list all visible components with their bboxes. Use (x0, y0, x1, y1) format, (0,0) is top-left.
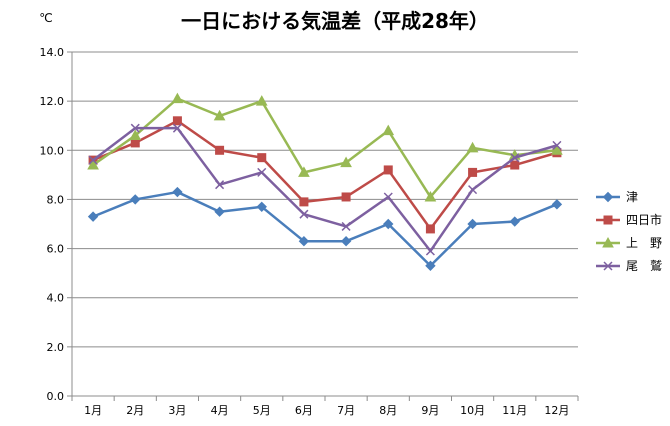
data-point-marker (382, 124, 395, 136)
data-point-marker (299, 209, 309, 219)
data-point-marker (603, 261, 613, 271)
data-point-marker (88, 155, 98, 165)
data-point-marker (341, 221, 351, 231)
data-point-marker (602, 191, 614, 203)
data-point-marker (510, 153, 520, 163)
data-point-marker (602, 236, 614, 248)
data-point-marker (340, 156, 352, 168)
legend-item: 四日市 (596, 212, 662, 227)
data-point-marker (383, 192, 393, 202)
x-tick-labels: 1月 2月 3月 4月 5月 6月 7月 8月 9月 10月 11月 12月 (84, 404, 569, 417)
x-tick-label: 7月 (337, 404, 355, 417)
legend-item: 尾 鷲 (596, 259, 662, 273)
series-3 (87, 92, 563, 202)
y-tick-label: 6.0 (47, 243, 65, 256)
data-point-marker (425, 224, 435, 234)
x-tick-label: 12月 (544, 404, 569, 417)
data-point-marker (467, 218, 478, 230)
series-group (87, 92, 563, 271)
y-tick-label: 12.0 (40, 95, 65, 108)
data-point-marker (129, 129, 142, 141)
data-point-marker (340, 235, 352, 247)
data-point-marker (551, 144, 563, 155)
data-point-marker (425, 260, 436, 271)
data-point-marker (214, 206, 225, 217)
data-point-marker (172, 116, 182, 126)
x-tick-label: 8月 (379, 404, 397, 417)
data-point-marker (215, 180, 225, 190)
x-tick-label: 3月 (168, 404, 186, 417)
y-axis-unit: ℃ (39, 11, 52, 25)
data-point-marker (510, 160, 520, 170)
legend-label: 尾 鷲 (626, 259, 662, 273)
data-point-marker (172, 123, 182, 133)
y-tick-label: 10.0 (40, 144, 65, 157)
legend-label: 上 野 (626, 236, 662, 250)
legend-label: 津 (626, 190, 638, 204)
y-tick-label: 14.0 (40, 46, 65, 59)
data-point-marker (255, 95, 268, 106)
y-tick-label: 4.0 (47, 292, 65, 305)
data-point-marker (466, 141, 479, 153)
x-tick-label: 10月 (460, 404, 485, 417)
series-line (92, 126, 558, 253)
data-point-marker (298, 235, 310, 247)
data-point-marker (130, 194, 141, 205)
data-point-marker (213, 109, 226, 121)
data-point-marker (299, 197, 309, 207)
data-point-marker (509, 216, 520, 227)
x-tick-label: 1月 (84, 404, 102, 417)
x-tick-label: 9月 (421, 404, 439, 417)
y-tick-labels: 0.0 2.0 4.0 6.0 8.0 10.0 12.0 14.0 (40, 46, 65, 403)
data-point-marker (130, 123, 140, 133)
legend-label: 四日市 (626, 212, 662, 227)
series-line (92, 97, 558, 199)
y-tick-label: 0.0 (47, 390, 65, 403)
x-tick-label: 2月 (126, 404, 144, 417)
data-point-marker (87, 211, 99, 222)
series-1 (87, 186, 563, 271)
x-tick-label: 5月 (253, 404, 271, 417)
series-line (92, 119, 558, 231)
x-tick-label: 11月 (502, 404, 527, 417)
series-line (92, 190, 558, 268)
data-point-marker (172, 186, 183, 198)
data-point-marker (298, 166, 310, 177)
data-point-marker (130, 138, 140, 148)
data-point-marker (425, 246, 435, 256)
x-tick-label: 4月 (211, 404, 229, 417)
data-point-marker (87, 158, 99, 170)
data-point-marker (603, 215, 613, 225)
data-point-marker (215, 145, 225, 155)
x-tick-label: 6月 (295, 404, 313, 417)
data-point-marker (257, 153, 267, 163)
legend-item: 上 野 (596, 236, 662, 250)
y-tick-label: 8.0 (47, 193, 65, 206)
data-point-marker (341, 192, 351, 202)
chart-title: 一日における気温差（平成28年） (181, 9, 489, 33)
data-point-marker (171, 92, 184, 104)
data-point-marker (552, 140, 562, 150)
data-point-marker (551, 199, 563, 210)
data-point-marker (468, 185, 478, 195)
series-4 (88, 123, 562, 256)
legend-item: 津 (596, 190, 638, 204)
data-point-marker (257, 167, 267, 177)
y-tick-label: 2.0 (47, 341, 65, 354)
data-point-marker (383, 165, 393, 175)
gridlines (72, 51, 578, 348)
axes (67, 51, 579, 401)
data-point-marker (256, 201, 267, 213)
data-point-marker (383, 218, 394, 230)
data-point-marker (424, 190, 437, 202)
data-point-marker (468, 167, 478, 177)
